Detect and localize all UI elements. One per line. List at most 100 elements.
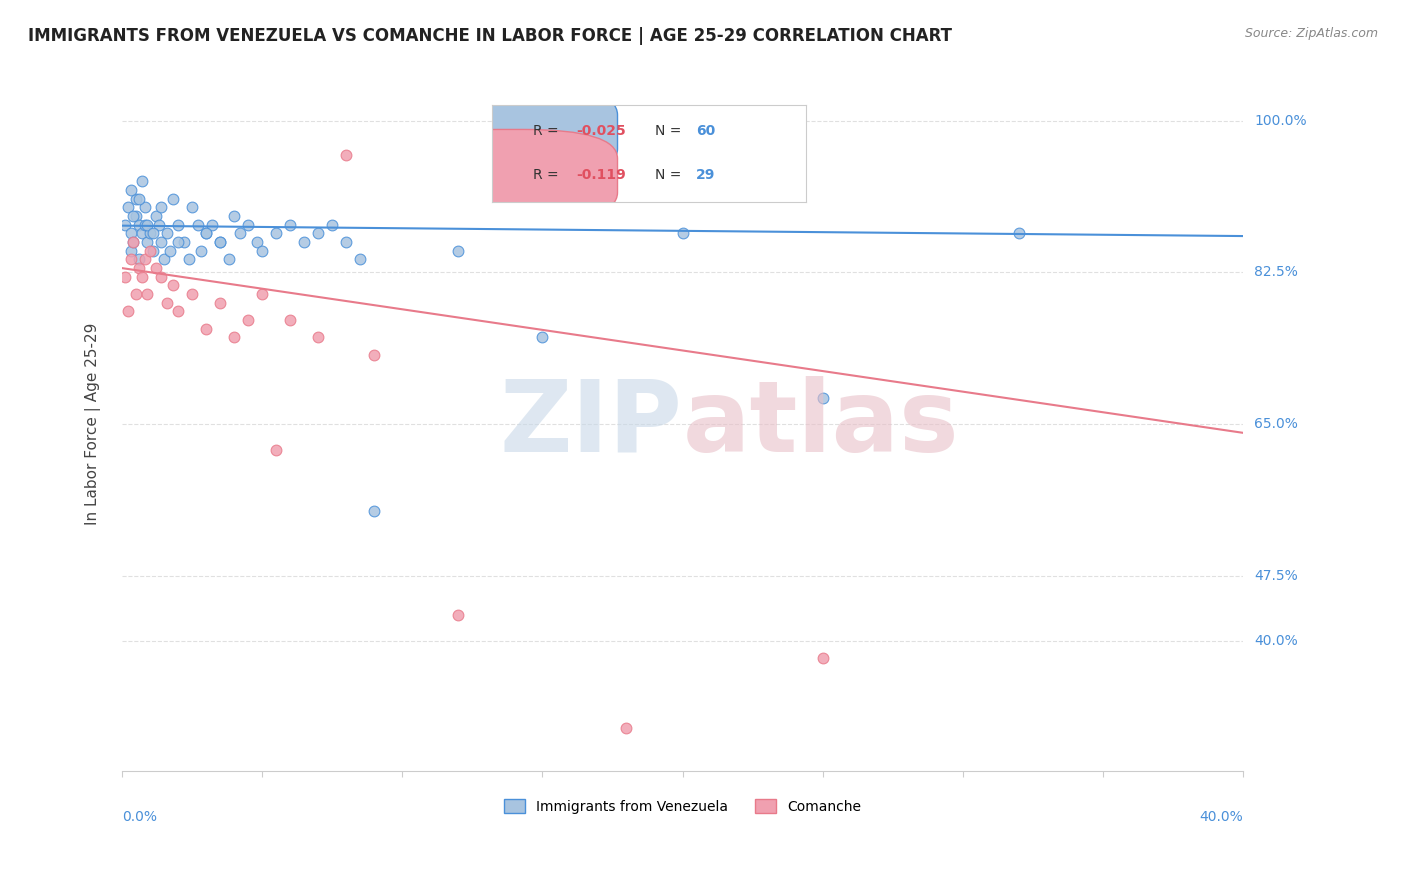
Text: 65.0%: 65.0% [1254, 417, 1298, 431]
Point [122, 235, 145, 249]
Point [811, 391, 834, 405]
Text: 82.5%: 82.5% [1254, 266, 1298, 279]
Point [128, 261, 150, 276]
Point [181, 201, 204, 215]
Point [150, 269, 173, 284]
Point [335, 235, 357, 249]
Point [252, 244, 274, 258]
Point [195, 227, 218, 241]
Point [136, 218, 159, 232]
Point [349, 252, 371, 267]
Point [179, 252, 201, 267]
Point [209, 235, 232, 249]
Text: ZIP: ZIP [499, 376, 682, 473]
Point [321, 218, 343, 232]
Point [159, 244, 181, 258]
Point [128, 218, 150, 232]
Point [201, 218, 224, 232]
Point [264, 227, 287, 241]
Point [447, 244, 470, 258]
Point [128, 192, 150, 206]
Point [246, 235, 269, 249]
Point [156, 227, 179, 241]
Point [142, 227, 165, 241]
Point [125, 192, 148, 206]
Point [125, 287, 148, 301]
Point [139, 244, 162, 258]
Text: 47.5%: 47.5% [1254, 569, 1298, 582]
Point [125, 209, 148, 223]
Point [363, 504, 385, 518]
Point [292, 235, 315, 249]
Point [156, 295, 179, 310]
Point [153, 252, 176, 267]
Point [229, 227, 252, 241]
Point [120, 227, 142, 241]
Point [134, 201, 156, 215]
Y-axis label: In Labor Force | Age 25-29: In Labor Force | Age 25-29 [86, 323, 101, 525]
Point [190, 244, 212, 258]
Point [195, 227, 218, 241]
Point [167, 235, 190, 249]
Point [167, 218, 190, 232]
Point [278, 218, 301, 232]
Point [447, 607, 470, 622]
Point [167, 304, 190, 318]
Point [145, 261, 167, 276]
Text: atlas: atlas [682, 376, 959, 473]
Point [148, 218, 170, 232]
Point [224, 330, 246, 344]
Legend: Immigrants from Venezuela, Comanche: Immigrants from Venezuela, Comanche [498, 794, 868, 820]
Point [363, 348, 385, 362]
Text: 40.0%: 40.0% [1254, 634, 1298, 648]
Point [145, 209, 167, 223]
Point [131, 269, 153, 284]
Point [252, 287, 274, 301]
Point [307, 330, 329, 344]
Point [150, 201, 173, 215]
Point [1008, 227, 1031, 241]
Point [209, 295, 232, 310]
Point [307, 227, 329, 241]
Point [616, 721, 638, 735]
Point [671, 227, 693, 241]
Point [811, 651, 834, 665]
Point [114, 218, 136, 232]
Point [218, 252, 240, 267]
Text: 100.0%: 100.0% [1254, 114, 1306, 128]
Point [238, 313, 260, 327]
Point [162, 278, 184, 293]
Point [335, 148, 357, 162]
Point [224, 209, 246, 223]
Point [136, 287, 159, 301]
Point [120, 252, 142, 267]
Point [264, 443, 287, 458]
Point [142, 244, 165, 258]
Point [117, 201, 139, 215]
Point [181, 287, 204, 301]
Point [134, 218, 156, 232]
Text: 0.0%: 0.0% [122, 810, 157, 824]
Point [120, 244, 142, 258]
Point [162, 192, 184, 206]
Point [114, 269, 136, 284]
Point [139, 227, 162, 241]
Point [209, 235, 232, 249]
Point [131, 174, 153, 188]
Point [136, 235, 159, 249]
Point [120, 183, 142, 197]
Text: 40.0%: 40.0% [1199, 810, 1243, 824]
Point [122, 209, 145, 223]
Point [278, 313, 301, 327]
Point [128, 252, 150, 267]
Point [173, 235, 195, 249]
Point [150, 235, 173, 249]
Text: IMMIGRANTS FROM VENEZUELA VS COMANCHE IN LABOR FORCE | AGE 25-29 CORRELATION CHA: IMMIGRANTS FROM VENEZUELA VS COMANCHE IN… [28, 27, 952, 45]
Point [531, 330, 554, 344]
Point [195, 322, 218, 336]
Point [238, 218, 260, 232]
Point [134, 252, 156, 267]
Point [122, 235, 145, 249]
Point [131, 227, 153, 241]
Point [187, 218, 209, 232]
